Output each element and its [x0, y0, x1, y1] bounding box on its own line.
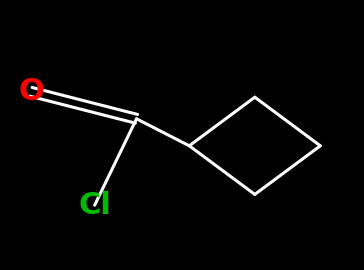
- Text: O: O: [18, 77, 44, 106]
- Text: Cl: Cl: [78, 191, 111, 220]
